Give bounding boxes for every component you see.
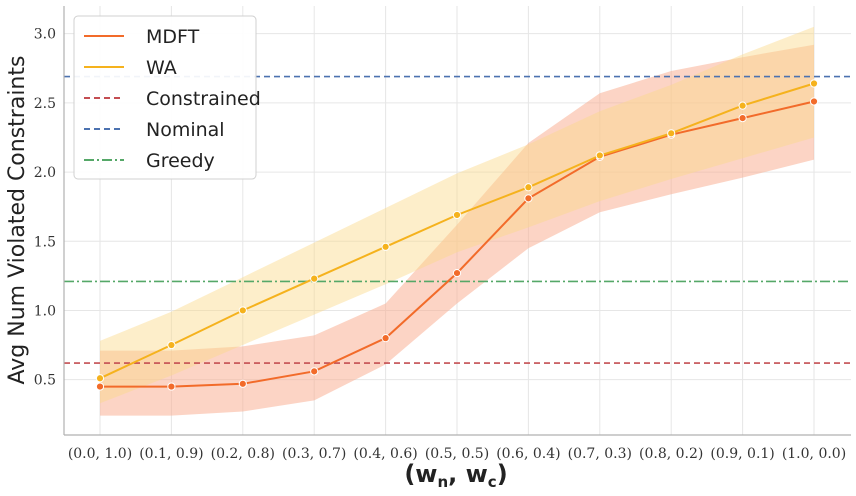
- data-point-wa: [381, 242, 390, 251]
- legend-label-mdft: MDFT: [146, 26, 200, 48]
- x-tick-label: (0.9, 0.1): [710, 446, 774, 462]
- tick-labels: (0.0, 1.0) (0.1, 0.9) (0.2, 0.8) (0.3, 0.7)…: [34, 27, 846, 462]
- data-point-mdft: [452, 268, 462, 278]
- confidence-band-mdft: [100, 44, 814, 416]
- y-tick-label: 3.0: [34, 27, 56, 43]
- y-tick-label: 0.5: [34, 373, 56, 389]
- data-point-wa: [595, 151, 604, 160]
- x-tick-label: (0.0, 1.0): [68, 446, 132, 462]
- x-tick-label: (0.1, 0.9): [139, 446, 203, 462]
- y-tick-label: 1.5: [34, 234, 56, 250]
- series-lines: [95, 79, 819, 391]
- data-point-mdft: [238, 379, 247, 388]
- x-tick-label: (0.3, 0.7): [282, 446, 346, 462]
- x-tick-label: (0.7, 0.3): [568, 446, 632, 462]
- x-axis-label-open: (w: [404, 460, 437, 488]
- data-point-wa: [167, 340, 176, 350]
- x-tick-label: (1.0, 0.0): [782, 446, 846, 462]
- y-tick-label: 1.0: [34, 303, 56, 319]
- x-tick-label: (0.5, 0.5): [425, 446, 489, 462]
- data-point-wa: [452, 210, 462, 220]
- x-axis-label-close: ): [497, 460, 508, 488]
- legend-label-greedy: Greedy: [146, 150, 215, 172]
- data-point-wa: [809, 79, 819, 88]
- data-point-wa: [667, 129, 676, 138]
- legend-label-wa: WA: [146, 57, 177, 79]
- y-tick-label: 2.0: [34, 165, 56, 181]
- data-point-mdft: [809, 97, 819, 106]
- data-point-mdft: [95, 382, 105, 391]
- x-axis-label-mid: , w: [448, 460, 488, 488]
- x-axis-label-sub-c: c: [488, 473, 497, 491]
- data-point-mdft: [524, 194, 533, 203]
- x-axis-label-sub-n: n: [437, 473, 448, 491]
- x-tick-label: (0.4, 0.6): [353, 446, 417, 462]
- data-point-mdft: [381, 334, 390, 343]
- data-point-wa: [738, 101, 747, 110]
- legend-label-nominal: Nominal: [146, 119, 225, 141]
- x-tick-label: (0.6, 0.4): [496, 446, 560, 462]
- y-axis-label: Avg Num Violated Constraints: [5, 56, 30, 385]
- data-point-mdft: [310, 367, 319, 376]
- legend: MDFT WA Constrained Nominal Greedy: [73, 15, 261, 180]
- x-axis-label: (wn, wc): [404, 460, 507, 491]
- data-point-wa: [524, 183, 533, 192]
- data-point-wa: [310, 274, 319, 283]
- axes: [63, 6, 851, 436]
- legend-label-constrained: Constrained: [146, 88, 261, 110]
- legend-box: [73, 15, 257, 180]
- x-tick-label: (0.2, 0.8): [211, 446, 275, 462]
- y-tick-label: 2.5: [34, 96, 56, 112]
- data-point-mdft: [738, 113, 747, 123]
- data-point-mdft: [167, 382, 176, 391]
- data-point-wa: [238, 306, 247, 315]
- x-tick-label: (0.8, 0.2): [639, 446, 703, 462]
- data-point-wa: [95, 374, 105, 383]
